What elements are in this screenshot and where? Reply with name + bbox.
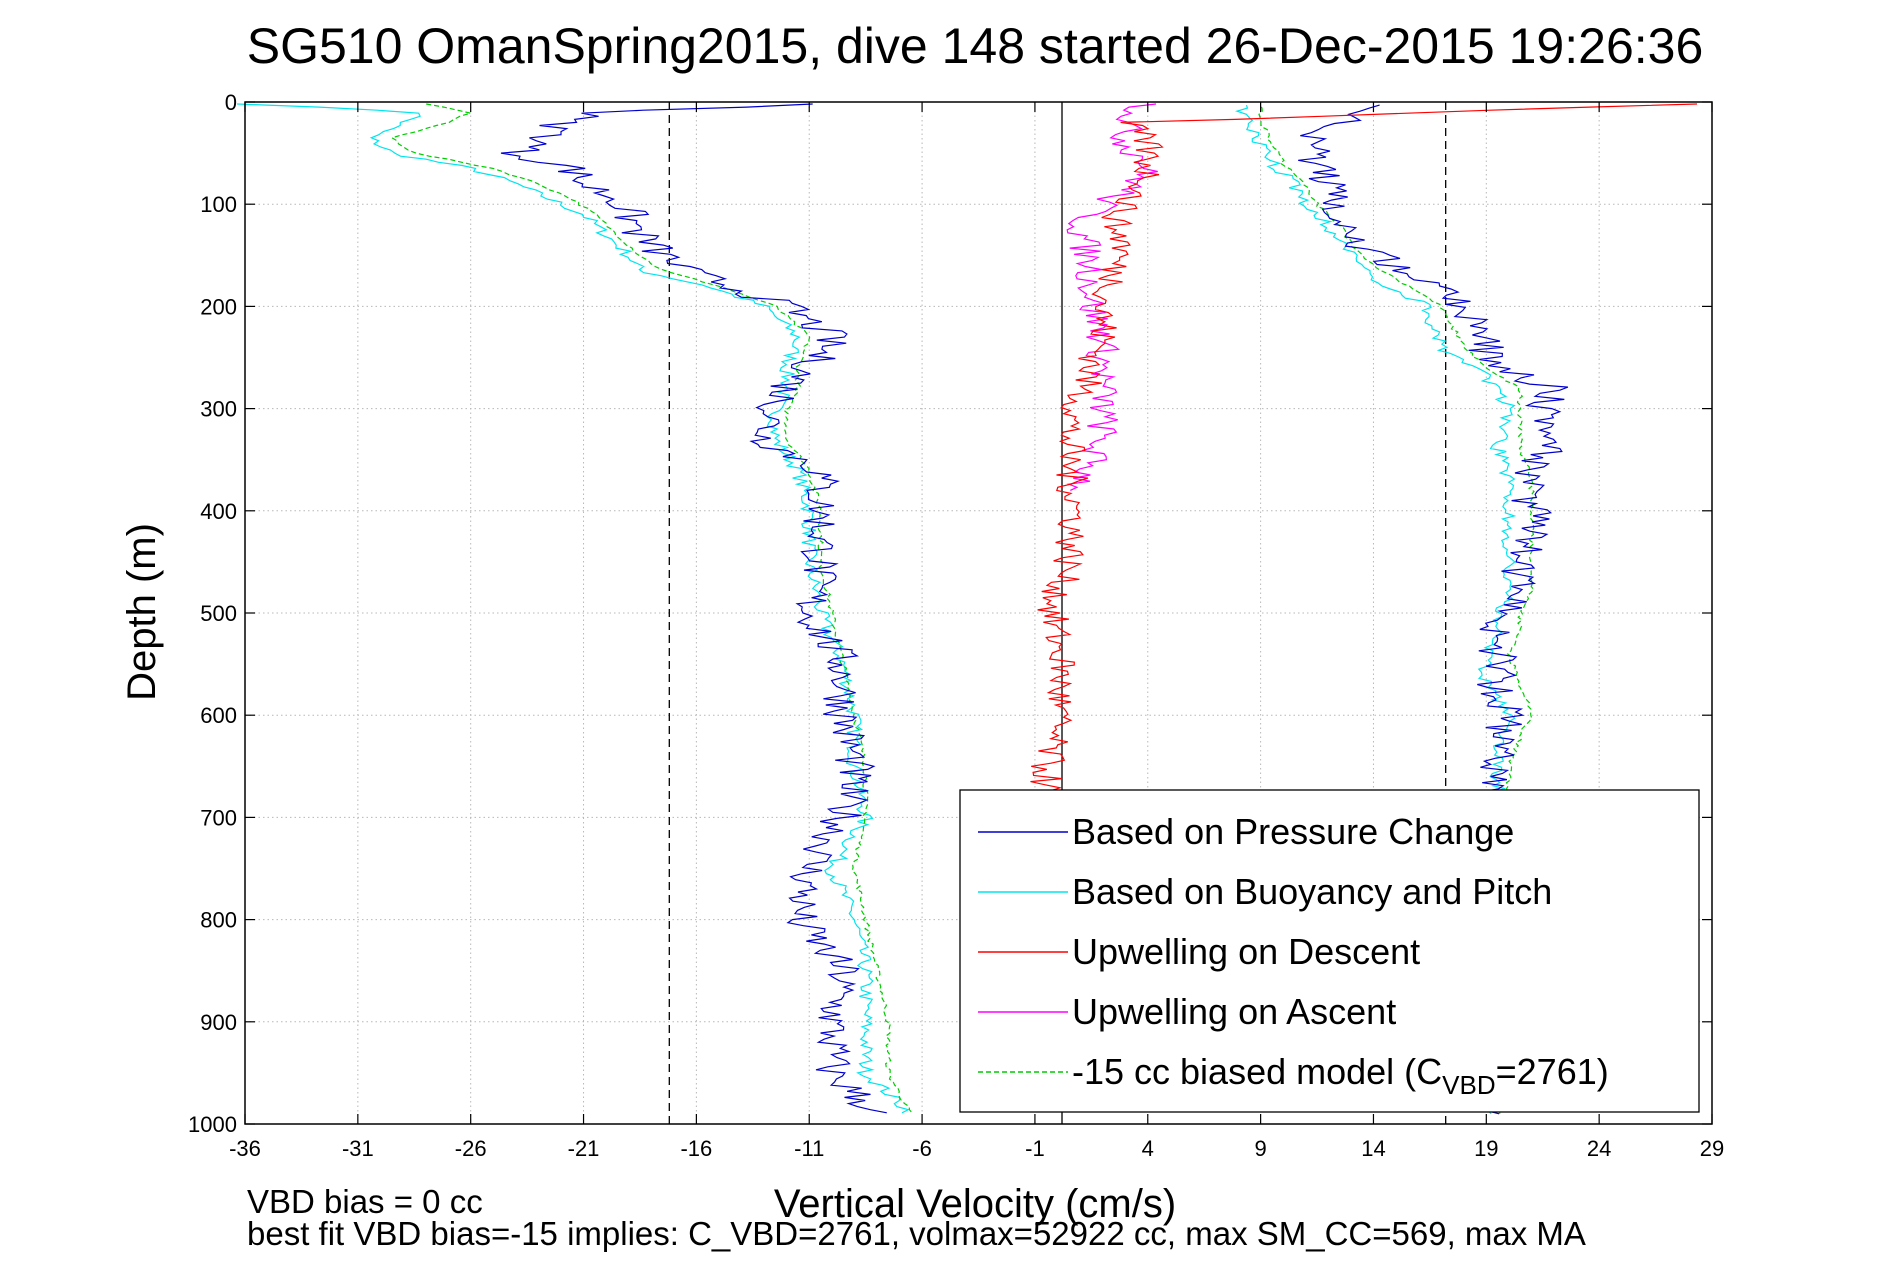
y-axis-label: Depth (m)	[120, 523, 164, 701]
legend-suffix: =2761)	[1496, 1051, 1609, 1092]
y-tick-label: 200	[200, 294, 237, 319]
x-tick-label: 29	[1700, 1136, 1724, 1161]
series-line-2	[1030, 103, 1698, 816]
x-tick-label: -31	[342, 1136, 374, 1161]
series-path	[1066, 103, 1158, 491]
series-line-3	[1066, 103, 1158, 491]
y-tick-label: 900	[200, 1010, 237, 1035]
y-tick-label: 100	[200, 192, 237, 217]
y-tick-label: 500	[200, 601, 237, 626]
best-fit-footnote: best fit VBD bias=-15 implies: C_VBD=276…	[247, 1215, 1586, 1252]
x-tick-label: 24	[1587, 1136, 1611, 1161]
series-path	[500, 103, 887, 1114]
y-tick-label: 700	[200, 805, 237, 830]
legend-label: Upwelling on Ascent	[1072, 991, 1396, 1032]
y-tick-label: 600	[200, 703, 237, 728]
x-tick-label: -36	[229, 1136, 261, 1161]
y-tick-label: 300	[200, 397, 237, 422]
series-path	[237, 103, 910, 1114]
legend-label: Based on Buoyancy and Pitch	[1072, 871, 1552, 912]
y-tick-label: 400	[200, 499, 237, 524]
chart-title: SG510 OmanSpring2015, dive 148 started 2…	[247, 18, 1704, 74]
y-tick-label: 1000	[188, 1112, 237, 1137]
x-tick-label: 19	[1474, 1136, 1498, 1161]
x-tick-label: 9	[1254, 1136, 1266, 1161]
x-tick-label: -1	[1025, 1136, 1045, 1161]
legend-label: Based on Pressure Change	[1072, 811, 1514, 852]
x-tick-label: -11	[794, 1136, 824, 1161]
x-tick-label: -21	[568, 1136, 600, 1161]
y-tick-label: 0	[225, 90, 237, 115]
x-axis-ticks: -36 -31 -26 -21 -16 -11 -6 -1 4 9 14 19 24 29	[229, 102, 1724, 1161]
chart-legend: Based on Pressure Change Based on Buoyanc…	[959, 789, 1700, 1113]
x-tick-label: 4	[1142, 1136, 1154, 1161]
series-path	[390, 103, 913, 1114]
x-tick-label: -26	[455, 1136, 487, 1161]
legend-label: Upwelling on Descent	[1072, 931, 1420, 972]
x-tick-label: -6	[912, 1136, 932, 1161]
legend-box	[959, 789, 1700, 1113]
legend-subscript: VBD	[1442, 1070, 1495, 1100]
y-tick-label: 800	[200, 908, 237, 933]
x-axis-label: Vertical Velocity (cm/s)	[774, 1182, 1176, 1226]
vbd-bias-footnote: VBD bias = 0 cc	[247, 1183, 483, 1220]
y-axis-ticks: 0 100 200 300 400 500 600 700 800 900 1000	[188, 90, 1712, 1137]
legend-label: -15 cc biased model (CVBD=2761)	[1072, 1051, 1609, 1100]
x-tick-label: -16	[680, 1136, 712, 1161]
x-tick-label: 14	[1361, 1136, 1385, 1161]
series-path	[1030, 103, 1698, 816]
